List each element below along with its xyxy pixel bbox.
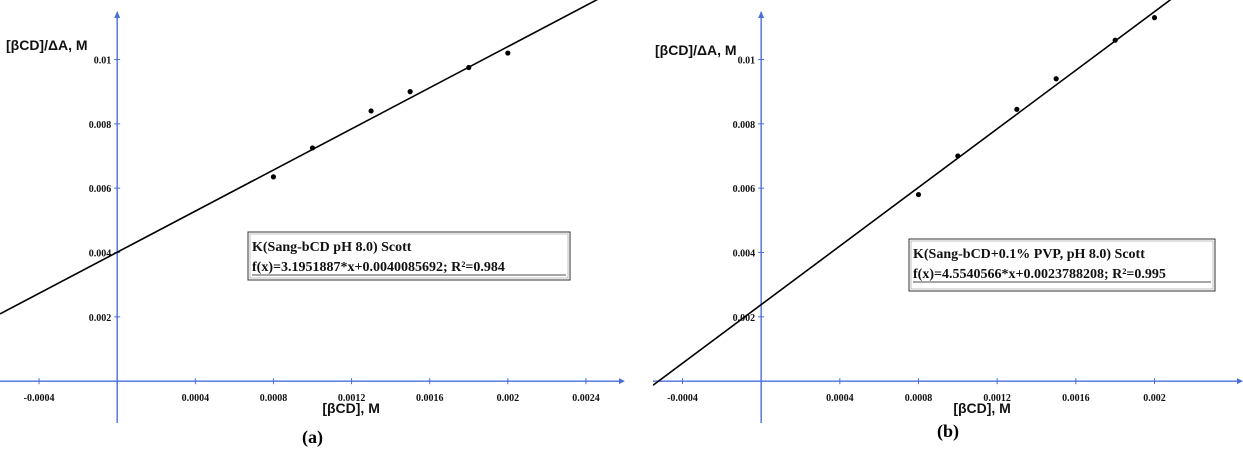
legend-inner-box [910, 240, 1214, 290]
y-tick-label: 0.008 [89, 120, 112, 131]
y-axis-label: [βCD]/ΔA, M [6, 37, 88, 53]
x-tick-label: 0.0004 [826, 393, 854, 404]
legend-title: K(Sang-bCD+0.1% PVP, pH 8.0) Scott [913, 247, 1145, 262]
fit-line [653, 0, 1172, 386]
caption-b: (b) [937, 421, 959, 441]
data-point [368, 108, 374, 114]
chart-panel-a: -0.0004 0.0004 0.0008 0.0012 0.0016 0.002 0.00… [0, 0, 625, 447]
y-axis-arrow [758, 11, 765, 18]
x-tick-label: -0.0004 [24, 393, 55, 404]
y-tick-label: 0.01 [738, 55, 756, 66]
y-tick-label: 0.002 [89, 313, 112, 324]
x-tick-label: 0.002 [1143, 393, 1166, 404]
data-point [1053, 76, 1059, 82]
y-tick-label: 0.006 [733, 184, 756, 195]
y-tick-label: 0.008 [733, 120, 756, 131]
x-tick-label: 0.0012 [338, 393, 366, 404]
chart-panel-b: -0.0004 0.0004 0.0008 0.0012 0.0016 0.002 0.00… [653, 0, 1243, 461]
chart-a: -0.0004 0.0004 0.0008 0.0012 0.0016 0.002 0.00… [0, 0, 625, 423]
x-tick-label: 0.0008 [905, 393, 933, 404]
chart-b: -0.0004 0.0004 0.0008 0.0012 0.0016 0.002 0.00… [653, 0, 1243, 423]
legend-equation: f(x)=4.5540566*x+0.0023788208; R²=0.995 [913, 267, 1166, 282]
data-point [1014, 106, 1020, 112]
data-point [955, 153, 961, 159]
caption-a: (a) [302, 427, 323, 447]
data-point [1112, 37, 1118, 43]
legend-inner-box [249, 233, 569, 279]
legend-equation: f(x)=3.1951887*x+0.0040085692; R²=0.984 [252, 260, 505, 275]
legend-box [247, 231, 571, 281]
x-tick-label: 0.0004 [182, 393, 210, 404]
x-tick-label: 0.0024 [572, 393, 600, 404]
legend-title: K(Sang-bCD pH 8.0) Scott [252, 240, 412, 255]
x-axis-arrow [1237, 378, 1243, 385]
x-tick-label: 0.0016 [1062, 393, 1090, 404]
y-tick-label: 0.006 [89, 184, 112, 195]
data-point [270, 174, 277, 180]
y-tick-label: 0.004 [733, 248, 756, 259]
x-tick-label: 0.0008 [260, 393, 288, 404]
data-point [915, 191, 922, 198]
y-axis-arrow [114, 11, 121, 18]
legend: K(Sang-bCD+0.1% PVP, pH 8.0) Scott f(x)=4… [908, 238, 1216, 292]
data-point [309, 145, 316, 151]
x-tick-label: -0.0004 [667, 393, 698, 404]
y-axis-label: [βCD]/ΔA, M [655, 42, 737, 58]
x-axis-arrow [619, 378, 625, 385]
x-tick-label: 0.002 [497, 393, 520, 404]
data-point [466, 64, 472, 71]
x-axis-label: [βCD], M [953, 400, 1011, 416]
y-tick-label: 0.004 [89, 248, 112, 259]
data-point [1151, 15, 1158, 21]
x-tick-label: 0.0016 [416, 393, 444, 404]
data-point [505, 50, 511, 56]
data-point [407, 89, 413, 95]
y-tick-label: 0.01 [94, 55, 112, 66]
x-tick-label: 0.0012 [983, 393, 1011, 404]
x-axis-label: [βCD], M [322, 400, 380, 416]
legend: K(Sang-bCD pH 8.0) Scott f(x)=3.1951887*x… [247, 231, 571, 281]
